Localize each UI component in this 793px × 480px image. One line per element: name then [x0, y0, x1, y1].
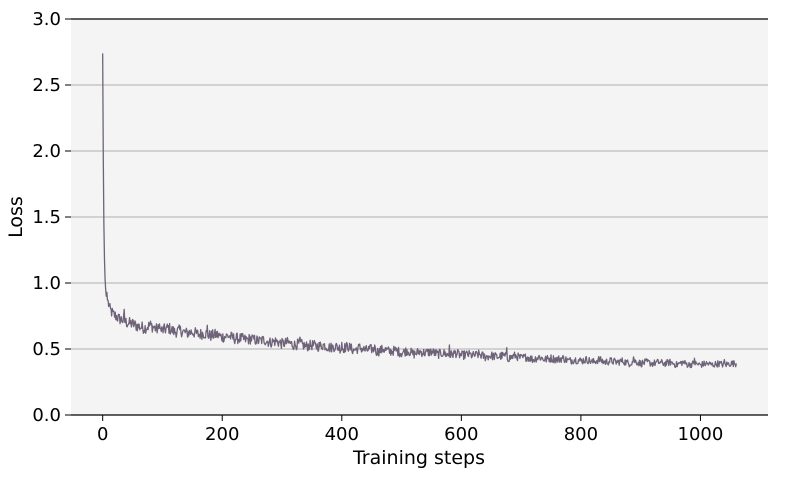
x-ticks: 0 200 400 600 800 1000 [97, 415, 723, 445]
y-tick-label: 2.5 [32, 75, 61, 96]
y-tick-label: 0.0 [32, 405, 61, 426]
x-tick-label: 600 [444, 424, 478, 445]
x-tick-label: 200 [205, 424, 239, 445]
y-tick-label: 1.0 [32, 273, 61, 294]
grid-lines [71, 84, 768, 350]
loss-series-line [102, 53, 737, 369]
y-tick-label: 3.0 [32, 9, 61, 30]
x-tick-label: 400 [325, 424, 359, 445]
y-tick-label: 2.0 [32, 141, 61, 162]
y-tick-label: 1.5 [32, 207, 61, 228]
y-tick-label: 0.5 [32, 339, 61, 360]
axes [71, 18, 768, 416]
x-tick-label: 0 [97, 424, 108, 445]
y-ticks: 0.0 0.5 1.0 1.5 2.0 2.5 3.0 [32, 9, 71, 426]
series-layer [102, 53, 737, 369]
y-axis-label: Loss [5, 196, 27, 238]
x-tick-label: 800 [564, 424, 598, 445]
x-axis-label: Training steps [352, 447, 485, 469]
x-tick-label: 1000 [678, 424, 724, 445]
